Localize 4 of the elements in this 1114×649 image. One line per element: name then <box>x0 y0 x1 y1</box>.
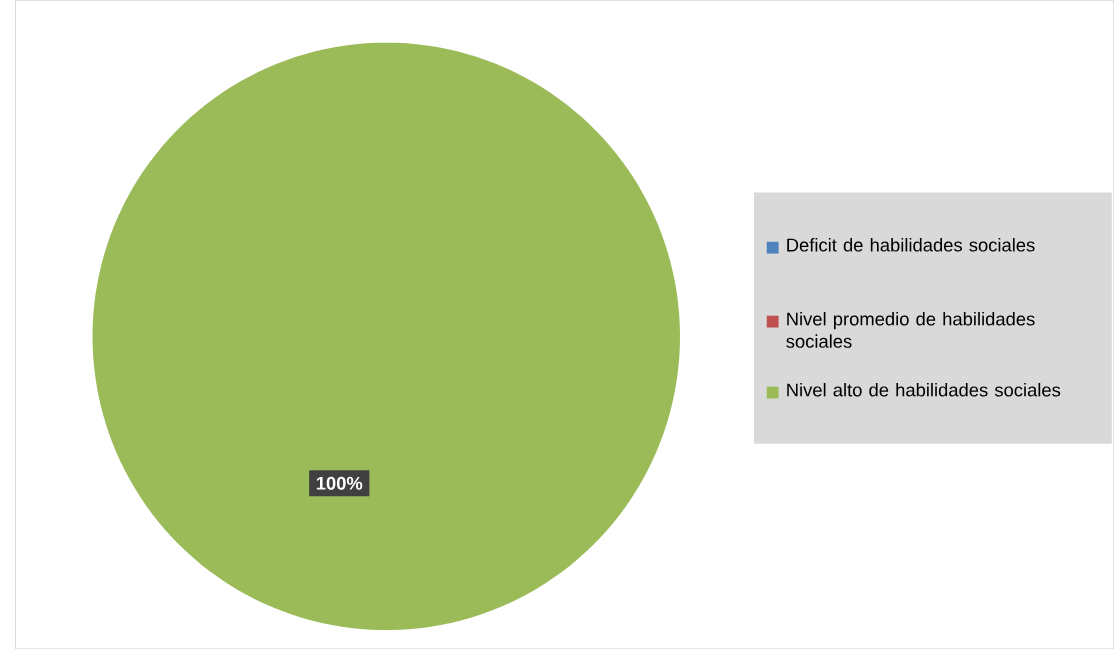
legend-label: Nivel promedio de habilidades sociales <box>786 311 1035 348</box>
legend-label: Nivel alto de habilidades sociales <box>787 382 1061 397</box>
legend-label: Deficit de habilidades sociales <box>787 238 1035 252</box>
data-label: 100% <box>316 476 363 490</box>
